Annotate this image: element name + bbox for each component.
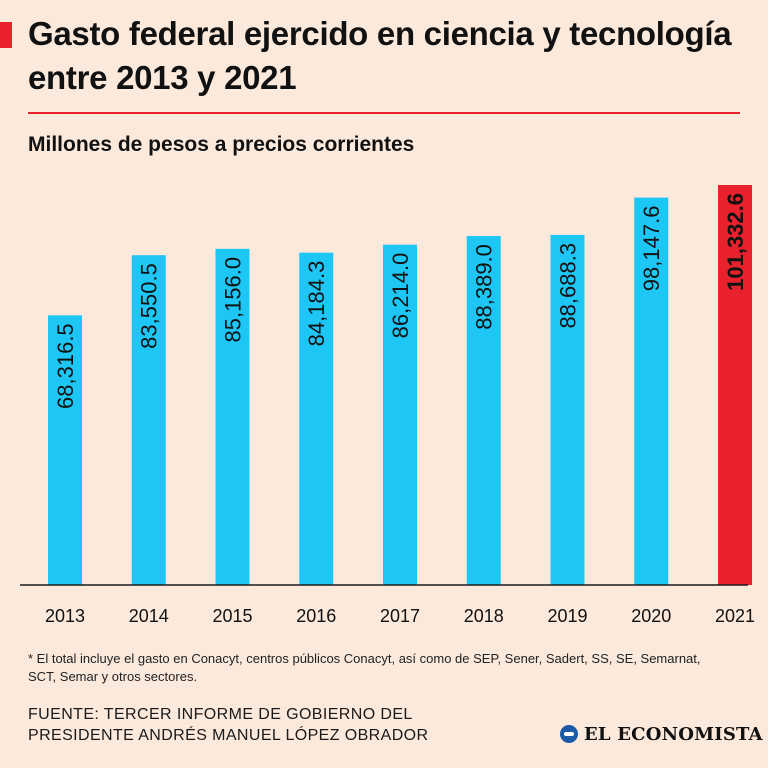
publisher-logo: EL ECONOMISTA [560, 722, 763, 746]
bar-value-label: 84,184.3 [304, 261, 329, 347]
bar-2014 [131, 255, 166, 586]
bar-value-label: 83,550.5 [137, 263, 162, 349]
bar-2021 [718, 185, 752, 585]
x-tick-label: 2017 [380, 606, 420, 626]
chart-title: Gasto federal ejercido en ciencia y tecn… [28, 15, 732, 96]
logo-text: EL ECONOMISTA [584, 723, 763, 745]
bar-2018 [466, 236, 501, 586]
x-tick-label: 2019 [547, 606, 587, 626]
bar-value-label: 88,688.3 [556, 243, 581, 329]
el-economista-logo-icon [560, 725, 578, 743]
bar-value-label: 101,332.6 [723, 193, 748, 291]
chart-subtitle: Millones de pesos a precios corrientes [28, 133, 415, 156]
footnote: * El total incluye el gasto en Conacyt, … [28, 651, 701, 684]
bar-2016 [299, 252, 334, 585]
bar-2015 [215, 248, 250, 585]
bar-value-label: 88,389.0 [472, 244, 497, 330]
x-tick-label: 2014 [129, 606, 169, 626]
title-accent-bar [0, 22, 12, 48]
bar-value-label: 85,156.0 [221, 257, 246, 343]
x-tick-label: 2021 [715, 606, 755, 626]
title-divider [28, 112, 740, 114]
bar-value-label: 86,214.0 [388, 253, 413, 339]
bar-2013 [48, 315, 82, 585]
bar-value-label: 68,316.5 [53, 323, 78, 409]
bar-value-label: 98,147.6 [639, 206, 664, 292]
bars-layer: 68,316.5 83,550.5 85,156.0 84,184.3 86,214.0… [48, 185, 752, 586]
bar-2019 [550, 234, 585, 585]
bar-2020 [634, 197, 669, 586]
x-tick-label: 2020 [631, 606, 671, 626]
source-note: FUENTE: TERCER INFORME DE GOBIERNO DEL P… [28, 706, 429, 744]
bar-2017 [383, 244, 417, 585]
x-tick-label: 2013 [45, 606, 85, 626]
x-tick-label: 2015 [212, 606, 252, 626]
x-tick-label: 2016 [296, 606, 336, 626]
x-tick-label: 2018 [464, 606, 504, 626]
x-axis-ticks: 2013 2014 2015 2016 2017 2018 2019 2020 2021 [45, 606, 755, 626]
